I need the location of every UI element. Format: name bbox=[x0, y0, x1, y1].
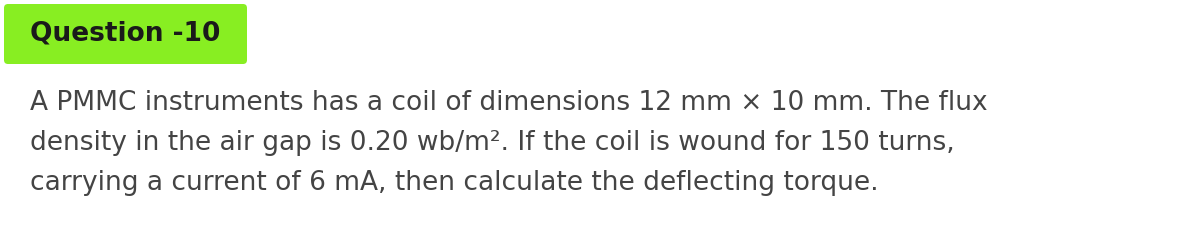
FancyBboxPatch shape bbox=[4, 4, 247, 64]
Text: carrying a current of 6 mA, then calculate the deflecting torque.: carrying a current of 6 mA, then calcula… bbox=[30, 170, 878, 196]
Text: Question -10: Question -10 bbox=[30, 21, 221, 47]
Text: density in the air gap is 0.20 wb/m². If the coil is wound for 150 turns,: density in the air gap is 0.20 wb/m². If… bbox=[30, 130, 955, 156]
Text: A PMMC instruments has a coil of dimensions 12 mm × 10 mm. The flux: A PMMC instruments has a coil of dimensi… bbox=[30, 90, 988, 116]
